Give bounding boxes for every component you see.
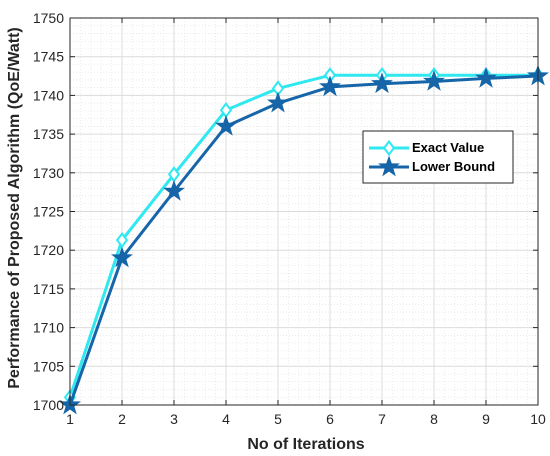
data-point-lower-bound [111,246,133,268]
y-tick-label: 1710 [33,320,64,336]
data-point-lower-bound [423,69,445,91]
y-tick-label: 1750 [33,10,64,26]
x-tick-label: 1 [66,411,74,427]
x-tick-label: 2 [118,411,126,427]
x-tick-label: 8 [430,411,438,427]
series-lower-bound [59,64,549,415]
legend-marker-lower-bound [378,155,400,177]
series-line-lower-bound [68,74,539,406]
legend-box [362,130,514,184]
y-tick-label: 1725 [33,204,64,220]
data-point-lower-bound [163,179,185,201]
x-tick-label: 9 [482,411,490,427]
y-tick-label: 1730 [33,165,64,181]
x-tick-label: 3 [170,411,178,427]
y-axis-label: Performance of Proposed Algorithm (QoE/W… [6,27,23,389]
x-axis-label: No of Iterations [247,436,364,453]
y-tick-label: 1720 [33,242,64,258]
data-point-lower-bound [215,114,237,136]
x-tick-label: 5 [274,411,282,427]
tick-labels: 1 2 3 4 5 6 7 8 9 10 1700 1705 1710 1715 1720 1725 1730 1… [33,10,546,427]
series-line-exact-value [68,73,538,398]
data-point-lower-bound [267,91,289,113]
x-tick-label: 6 [326,411,334,427]
y-tick-label: 1715 [33,281,64,297]
legend-marker-icon-exact-value [382,139,396,157]
legend: Exact Value Lower Bound [362,130,514,184]
y-tick-label: 1705 [33,358,64,374]
legend-marker-exact-value [382,139,396,157]
x-tick-label: 10 [530,411,546,427]
legend-label-lower-bound: Lower Bound [412,159,495,174]
y-tick-label: 1735 [33,126,64,142]
data-point-lower-bound [475,66,497,88]
legend-label-exact-value: Exact Value [412,140,484,155]
y-tick-label: 1740 [33,87,64,103]
axes [69,17,539,406]
y-tick-label: 1745 [33,49,64,65]
legend-marker-icon-lower-bound [378,155,400,177]
x-tick-label: 7 [378,411,386,427]
data-point-lower-bound [371,72,393,94]
data-point-lower-bound [319,75,341,97]
y-tick-label: 1700 [33,397,64,413]
x-tick-label: 4 [222,411,230,427]
